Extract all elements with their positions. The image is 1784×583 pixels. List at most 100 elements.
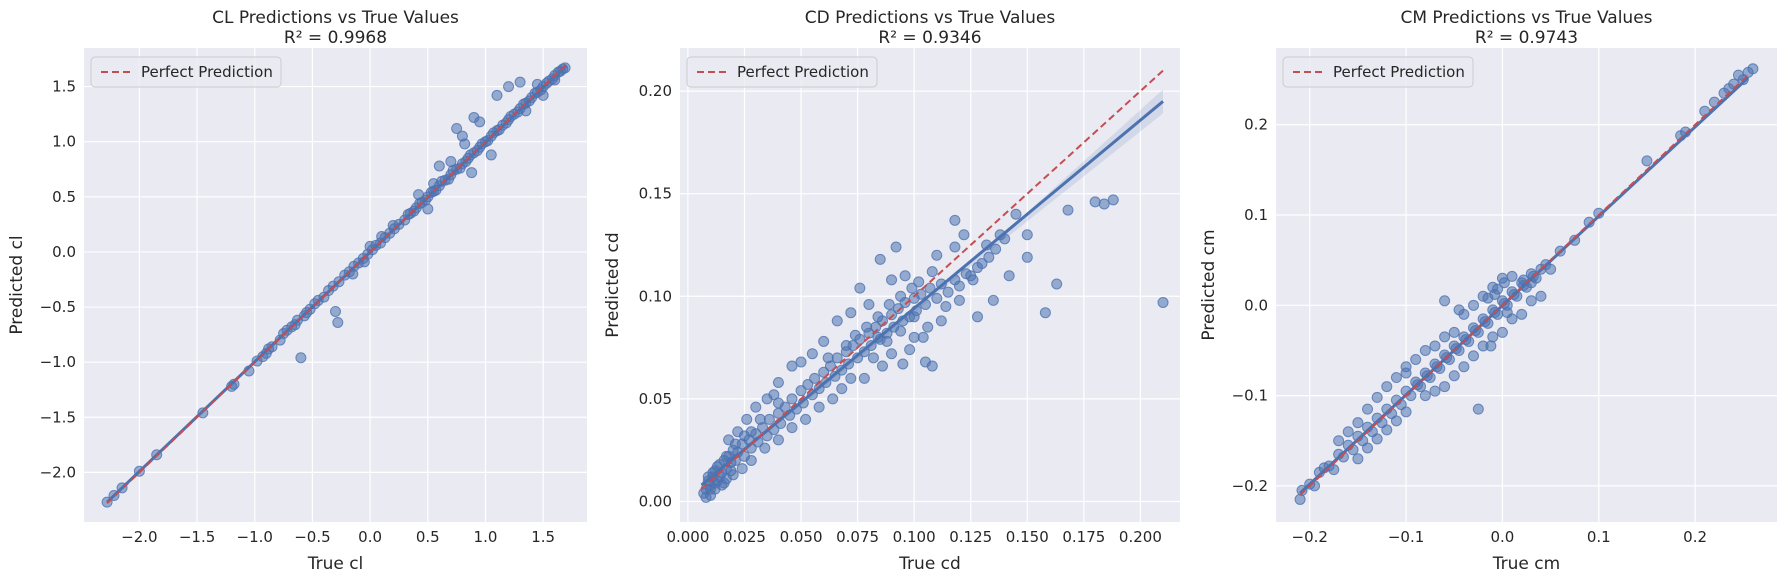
data-point xyxy=(831,352,843,364)
data-point xyxy=(1468,350,1480,362)
y-tick-label: 1.5 xyxy=(52,78,76,96)
y-tick-label: −2.0 xyxy=(40,463,76,481)
data-point xyxy=(917,331,929,343)
perfect-prediction-line xyxy=(106,63,567,504)
data-point xyxy=(990,243,1002,255)
data-point xyxy=(1107,194,1119,206)
perfect-prediction-line xyxy=(1299,74,1749,496)
x-tick-label: 0.125 xyxy=(949,528,992,546)
data-point xyxy=(736,463,748,475)
legend-label: Perfect Prediction xyxy=(737,63,869,81)
data-point xyxy=(772,376,784,388)
data-point xyxy=(913,276,925,288)
data-point xyxy=(904,344,916,356)
y-tick-label: 0.20 xyxy=(639,82,672,100)
data-point xyxy=(1062,204,1074,216)
x-axis-label: True cm xyxy=(1492,554,1560,574)
data-point xyxy=(924,282,936,294)
data-point xyxy=(763,413,775,425)
data-point xyxy=(466,167,478,179)
chart-title: CD Predictions vs True Values xyxy=(805,8,1056,28)
data-point xyxy=(1419,344,1431,356)
data-point xyxy=(827,393,839,405)
data-point xyxy=(1294,493,1306,505)
data-point xyxy=(1448,370,1460,382)
data-point xyxy=(840,340,852,352)
data-point xyxy=(1410,353,1422,365)
y-tick-label: 0.1 xyxy=(1244,206,1268,224)
data-point xyxy=(433,160,445,172)
subplot-2: 0.000 0.025 0.050 0.075 0.100 0.125 0.150 0.175… xyxy=(603,8,1180,574)
data-point xyxy=(1400,406,1412,418)
data-point xyxy=(967,274,979,286)
data-point xyxy=(897,358,909,370)
data-point xyxy=(1448,326,1460,338)
data-point xyxy=(795,385,807,397)
data-point xyxy=(872,311,884,323)
data-point xyxy=(1342,426,1354,438)
data-point xyxy=(700,491,712,503)
data-point xyxy=(1641,155,1653,167)
y-tick-label: 0.15 xyxy=(639,185,672,203)
data-point xyxy=(953,294,965,306)
data-point xyxy=(768,389,780,401)
data-point xyxy=(1371,433,1383,445)
data-point xyxy=(881,335,893,347)
x-tick-label: 0.175 xyxy=(1062,528,1105,546)
data-point xyxy=(822,352,834,364)
data-point xyxy=(949,214,961,226)
x-tick-label: 0.2 xyxy=(1683,528,1707,546)
data-point xyxy=(1333,435,1345,447)
data-point xyxy=(1381,381,1393,393)
x-tick-label: 0.075 xyxy=(836,528,879,546)
data-point xyxy=(949,241,961,253)
data-point xyxy=(863,298,875,310)
legend: Perfect Prediction xyxy=(1282,56,1474,88)
data-point xyxy=(958,229,970,241)
data-point xyxy=(861,321,873,333)
data-point xyxy=(983,251,995,263)
data-point xyxy=(1157,296,1169,308)
data-point xyxy=(1098,198,1110,210)
y-tick-label: −1.0 xyxy=(40,353,76,371)
y-axis-label: Predicted cd xyxy=(603,232,623,337)
x-axis-label: True cd xyxy=(898,554,961,574)
data-point xyxy=(802,379,814,391)
subplot-1: −2.0 −1.5 −1.0 −0.5 0.0 0.5 1.0 1.5 −2.0 −1.5 −1.0… xyxy=(7,8,587,574)
y-tick-label: 0.5 xyxy=(52,188,76,206)
data-point xyxy=(1352,453,1364,465)
x-tick-label: −1.0 xyxy=(237,528,273,546)
x-tick-label: 0.025 xyxy=(723,528,766,546)
data-point xyxy=(330,305,341,317)
data-point xyxy=(800,413,812,425)
data-point xyxy=(503,81,515,93)
data-point xyxy=(459,138,471,150)
data-point xyxy=(738,430,750,442)
data-point xyxy=(754,413,766,425)
data-point xyxy=(1003,270,1015,282)
y-tick-label: 0.00 xyxy=(639,492,672,510)
data-point xyxy=(895,325,907,337)
data-point xyxy=(976,257,988,269)
data-point xyxy=(906,282,918,294)
data-point xyxy=(987,294,999,306)
data-point xyxy=(931,249,943,261)
data-point xyxy=(485,149,497,161)
legend-box xyxy=(90,56,282,88)
legend-box xyxy=(1282,56,1474,88)
data-point xyxy=(1747,63,1759,75)
legend-box xyxy=(686,56,878,88)
data-point xyxy=(972,311,984,323)
data-point xyxy=(1487,331,1499,343)
data-point xyxy=(741,413,753,425)
x-tick-label: −1.5 xyxy=(179,528,215,546)
x-tick-label: 0.5 xyxy=(416,528,440,546)
data-point xyxy=(926,266,938,278)
subplot-3: −0.2 −0.1 0.0 0.1 0.2 −0.2 −0.1 0.0 0.1 0.2 CM Pre… xyxy=(1199,8,1777,574)
legend-label: Perfect Prediction xyxy=(141,63,273,81)
y-axis-label: Predicted cm xyxy=(1199,229,1219,340)
data-point xyxy=(1371,391,1383,403)
chart-subtitle: R² = 0.9743 xyxy=(1475,28,1578,48)
x-tick-label: −0.5 xyxy=(294,528,330,546)
